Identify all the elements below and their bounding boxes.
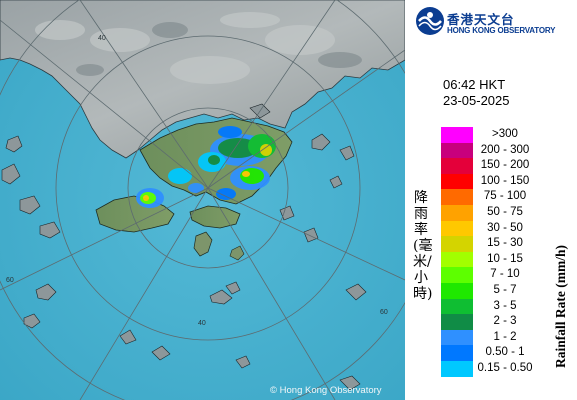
logo-chinese-name: 香港天文台 [447, 12, 515, 27]
ring-label: 40 [98, 35, 106, 42]
legend-label: 50 - 75 [487, 205, 523, 218]
legend-swatch [441, 173, 473, 190]
legend-swatch [441, 298, 473, 315]
radar-map: 40 60 40 60 © Hong Kong Observatory [0, 0, 405, 400]
legend-swatch [441, 282, 473, 299]
legend-label: 15 - 30 [487, 237, 523, 250]
legend-label: 10 - 15 [487, 252, 523, 265]
legend-swatch [441, 158, 473, 174]
legend-swatch [441, 314, 473, 330]
legend-swatch [441, 127, 473, 143]
observatory-logo-icon [416, 7, 444, 35]
legend-label: 2 - 3 [493, 315, 517, 328]
legend-label: 150 - 200 [480, 159, 530, 172]
legend-label: 5 - 7 [493, 283, 517, 296]
copyright-text: © Hong Kong Observatory [270, 385, 382, 396]
logo-english-name: HONG KONG OBSERVATORY [447, 26, 556, 35]
legend-label: 3 - 5 [493, 299, 517, 312]
ring-label: 40 [198, 320, 206, 327]
legend-swatch [441, 236, 473, 252]
ring-label: 60 [380, 309, 388, 316]
timestamp-date: 23-05-2025 [443, 93, 510, 108]
legend-label: 30 - 50 [487, 221, 523, 234]
ring-label: 60 [6, 277, 14, 284]
legend-swatch [441, 345, 473, 361]
radial-lines [0, 0, 405, 400]
observatory-logo: 香港天文台 HONG KONG OBSERVATORY [415, 6, 575, 38]
legend-panel: 香港天文台 HONG KONG OBSERVATORY 06:42 HKT 23… [405, 0, 577, 400]
legend-label: 0.15 - 0.50 [477, 361, 533, 374]
rain-echoes [136, 126, 276, 208]
range-rings [0, 0, 405, 400]
legend-swatch [441, 220, 473, 237]
legend-swatch [441, 142, 473, 159]
legend-label: >300 [492, 128, 518, 140]
hk-island [189, 205, 241, 229]
lamma-island [193, 231, 213, 257]
legend-swatch [441, 189, 473, 205]
legend-label: 200 - 300 [480, 143, 530, 156]
legend-title-chinese: 降雨率(毫米/小時) [413, 190, 433, 302]
legend-swatch [441, 329, 473, 346]
legend-label: 100 - 150 [480, 174, 530, 187]
legend-label: 1 - 2 [493, 330, 517, 343]
legend-label: 75 - 100 [483, 190, 527, 203]
legend-title-english: Rainfall Rate (mm/h) [553, 245, 568, 368]
legend-swatch [441, 360, 473, 377]
legend-label: 7 - 10 [490, 268, 520, 281]
islands [1, 103, 367, 391]
legend-swatch [441, 267, 473, 283]
timestamp-time: 06:42 HKT [443, 77, 506, 92]
mainland-texture [35, 12, 335, 84]
legend-label: 0.50 - 1 [485, 346, 525, 359]
legend-swatch [441, 204, 473, 221]
legend-swatch [441, 251, 473, 268]
